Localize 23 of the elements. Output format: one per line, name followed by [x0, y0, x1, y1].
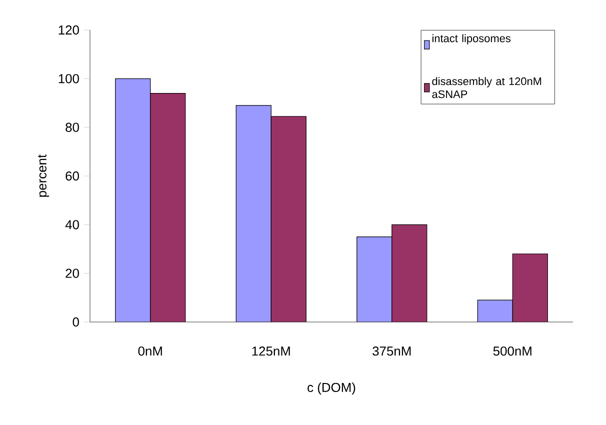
bar — [150, 93, 186, 322]
x-tick-label: 125nM — [252, 346, 290, 356]
bar — [356, 236, 392, 322]
bar — [392, 224, 427, 322]
bar — [512, 254, 548, 322]
legend-label: intact liposomes — [432, 34, 511, 44]
bar — [271, 116, 306, 322]
x-tick-label: 500nM — [493, 346, 532, 356]
y-tick-label: 100 — [58, 74, 79, 84]
y-tick-label: 80 — [66, 122, 79, 132]
x-axis-title: c (DOM) — [308, 382, 356, 395]
x-tick-label: 0nM — [138, 346, 162, 356]
bar — [115, 78, 150, 322]
y-tick-label: 40 — [65, 220, 79, 230]
y-tick-label: 0 — [72, 317, 79, 327]
y-tick-label: 120 — [58, 25, 79, 35]
legend-label: disassembly at 120nM aSNAP — [432, 77, 542, 98]
y-tick-label: 60 — [66, 171, 79, 181]
bar — [477, 300, 513, 322]
y-tick-label: 20 — [66, 268, 79, 278]
bar — [236, 105, 272, 322]
x-tick-label: 375nM — [372, 346, 411, 356]
y-axis-title: percent — [38, 154, 50, 197]
